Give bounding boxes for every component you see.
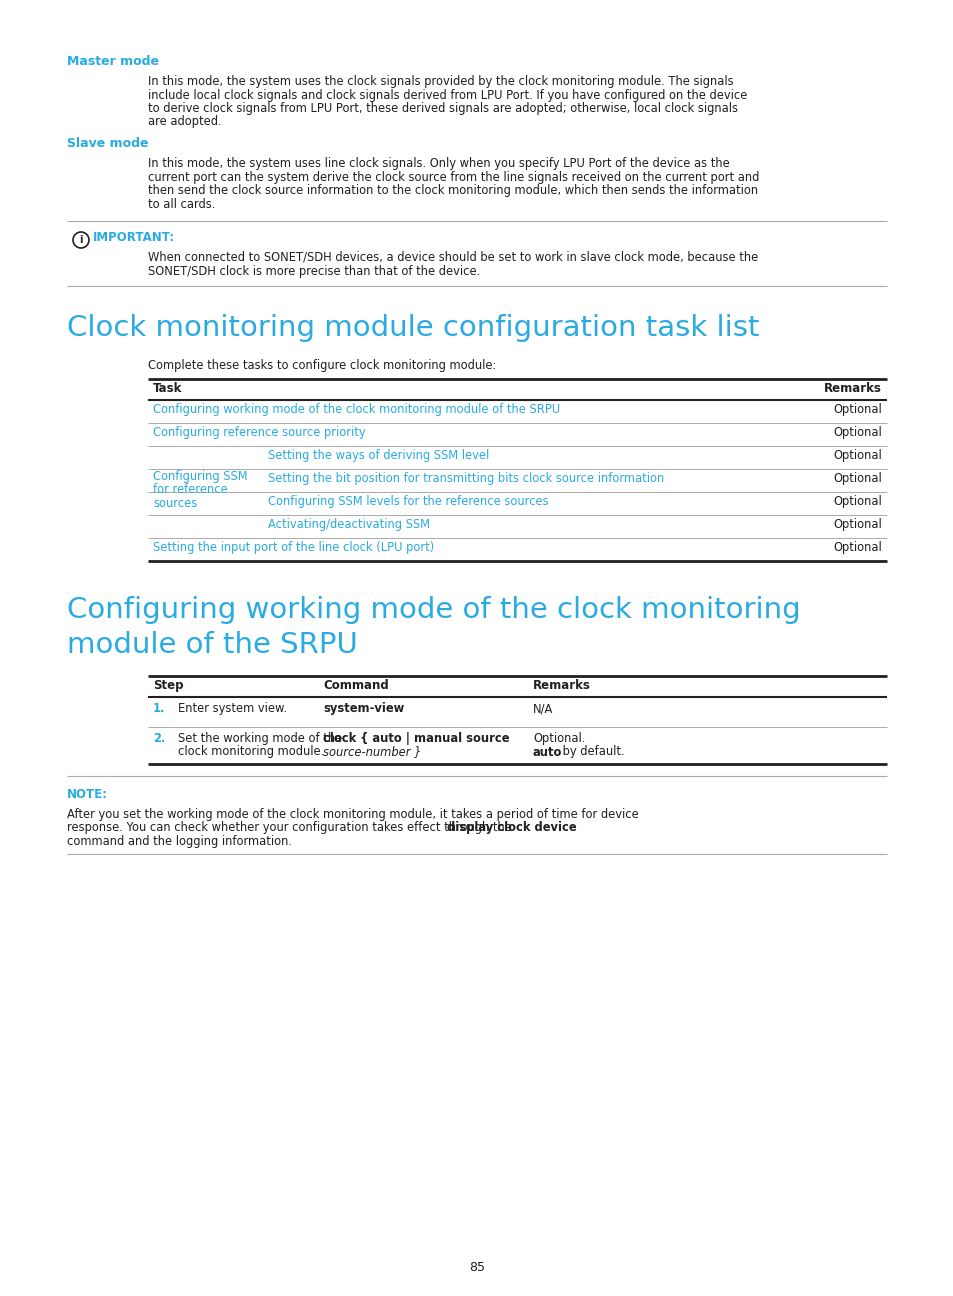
Text: Configuring SSM levels for the reference sources: Configuring SSM levels for the reference…	[268, 495, 548, 508]
Text: Optional: Optional	[832, 448, 882, 461]
Text: NOTE:: NOTE:	[67, 788, 108, 801]
Text: 85: 85	[469, 1261, 484, 1274]
Text: are adopted.: are adopted.	[148, 115, 221, 128]
Text: Enter system view.: Enter system view.	[178, 702, 287, 715]
Text: Remarks: Remarks	[533, 679, 590, 692]
Text: system-view: system-view	[323, 702, 404, 715]
Text: In this mode, the system uses the clock signals provided by the clock monitoring: In this mode, the system uses the clock …	[148, 75, 733, 88]
Text: Optional.: Optional.	[533, 732, 585, 745]
Text: Optional: Optional	[832, 472, 882, 485]
Text: display clock device: display clock device	[447, 822, 576, 835]
Text: Activating/deactivating SSM: Activating/deactivating SSM	[268, 518, 430, 531]
Text: auto: auto	[533, 745, 561, 758]
Text: source-number }: source-number }	[323, 745, 421, 758]
Text: Slave mode: Slave mode	[67, 137, 149, 150]
Text: SONET/SDH clock is more precise than that of the device.: SONET/SDH clock is more precise than tha…	[148, 264, 479, 277]
Text: Setting the bit position for transmitting bits clock source information: Setting the bit position for transmittin…	[268, 472, 663, 485]
Text: Step: Step	[152, 679, 183, 692]
Text: Remarks: Remarks	[823, 382, 882, 395]
Text: module of the SRPU: module of the SRPU	[67, 631, 357, 658]
Text: Configuring working mode of the clock monitoring module of the SRPU: Configuring working mode of the clock mo…	[152, 403, 559, 416]
Text: In this mode, the system uses line clock signals. Only when you specify LPU Port: In this mode, the system uses line clock…	[148, 157, 729, 170]
Text: Complete these tasks to configure clock monitoring module:: Complete these tasks to configure clock …	[148, 359, 496, 372]
Text: current port can the system derive the clock source from the line signals receiv: current port can the system derive the c…	[148, 171, 759, 184]
Text: response. You can check whether your configuration takes effect through the: response. You can check whether your con…	[67, 822, 515, 835]
Text: 2.: 2.	[152, 732, 165, 745]
Text: Clock monitoring module configuration task list: Clock monitoring module configuration ta…	[67, 314, 759, 342]
Text: Setting the ways of deriving SSM level: Setting the ways of deriving SSM level	[268, 448, 489, 461]
Text: Configuring reference source priority: Configuring reference source priority	[152, 426, 365, 439]
Text: Master mode: Master mode	[67, 54, 159, 67]
Text: Setting the input port of the line clock (LPU port): Setting the input port of the line clock…	[152, 540, 434, 553]
Text: clock monitoring module.: clock monitoring module.	[178, 745, 324, 758]
Text: then send the clock source information to the clock monitoring module, which the: then send the clock source information t…	[148, 184, 758, 197]
Text: Optional: Optional	[832, 540, 882, 553]
Text: Configuring working mode of the clock monitoring: Configuring working mode of the clock mo…	[67, 596, 800, 623]
Text: Task: Task	[152, 382, 182, 395]
Text: include local clock signals and clock signals derived from LPU Port. If you have: include local clock signals and clock si…	[148, 88, 746, 101]
Text: for reference: for reference	[152, 483, 228, 496]
Text: command and the logging information.: command and the logging information.	[67, 835, 292, 848]
Text: Optional: Optional	[832, 426, 882, 439]
Text: After you set the working mode of the clock monitoring module, it takes a period: After you set the working mode of the cl…	[67, 807, 639, 820]
Text: Configuring SSM: Configuring SSM	[152, 469, 248, 482]
Text: IMPORTANT:: IMPORTANT:	[92, 231, 175, 244]
Text: Optional: Optional	[832, 518, 882, 531]
Text: Optional: Optional	[832, 403, 882, 416]
Text: When connected to SONET/SDH devices, a device should be set to work in slave clo: When connected to SONET/SDH devices, a d…	[148, 251, 758, 264]
Text: Command: Command	[323, 679, 388, 692]
Text: clock { auto | manual source: clock { auto | manual source	[323, 732, 509, 745]
Text: 1.: 1.	[152, 702, 165, 715]
Text: to all cards.: to all cards.	[148, 197, 215, 210]
Text: by default.: by default.	[558, 745, 624, 758]
Text: to derive clock signals from LPU Port, these derived signals are adopted; otherw: to derive clock signals from LPU Port, t…	[148, 102, 738, 115]
Text: sources: sources	[152, 496, 197, 509]
Text: Optional: Optional	[832, 495, 882, 508]
Text: N/A: N/A	[533, 702, 553, 715]
Text: Set the working mode of the: Set the working mode of the	[178, 732, 342, 745]
Text: i: i	[79, 235, 83, 245]
